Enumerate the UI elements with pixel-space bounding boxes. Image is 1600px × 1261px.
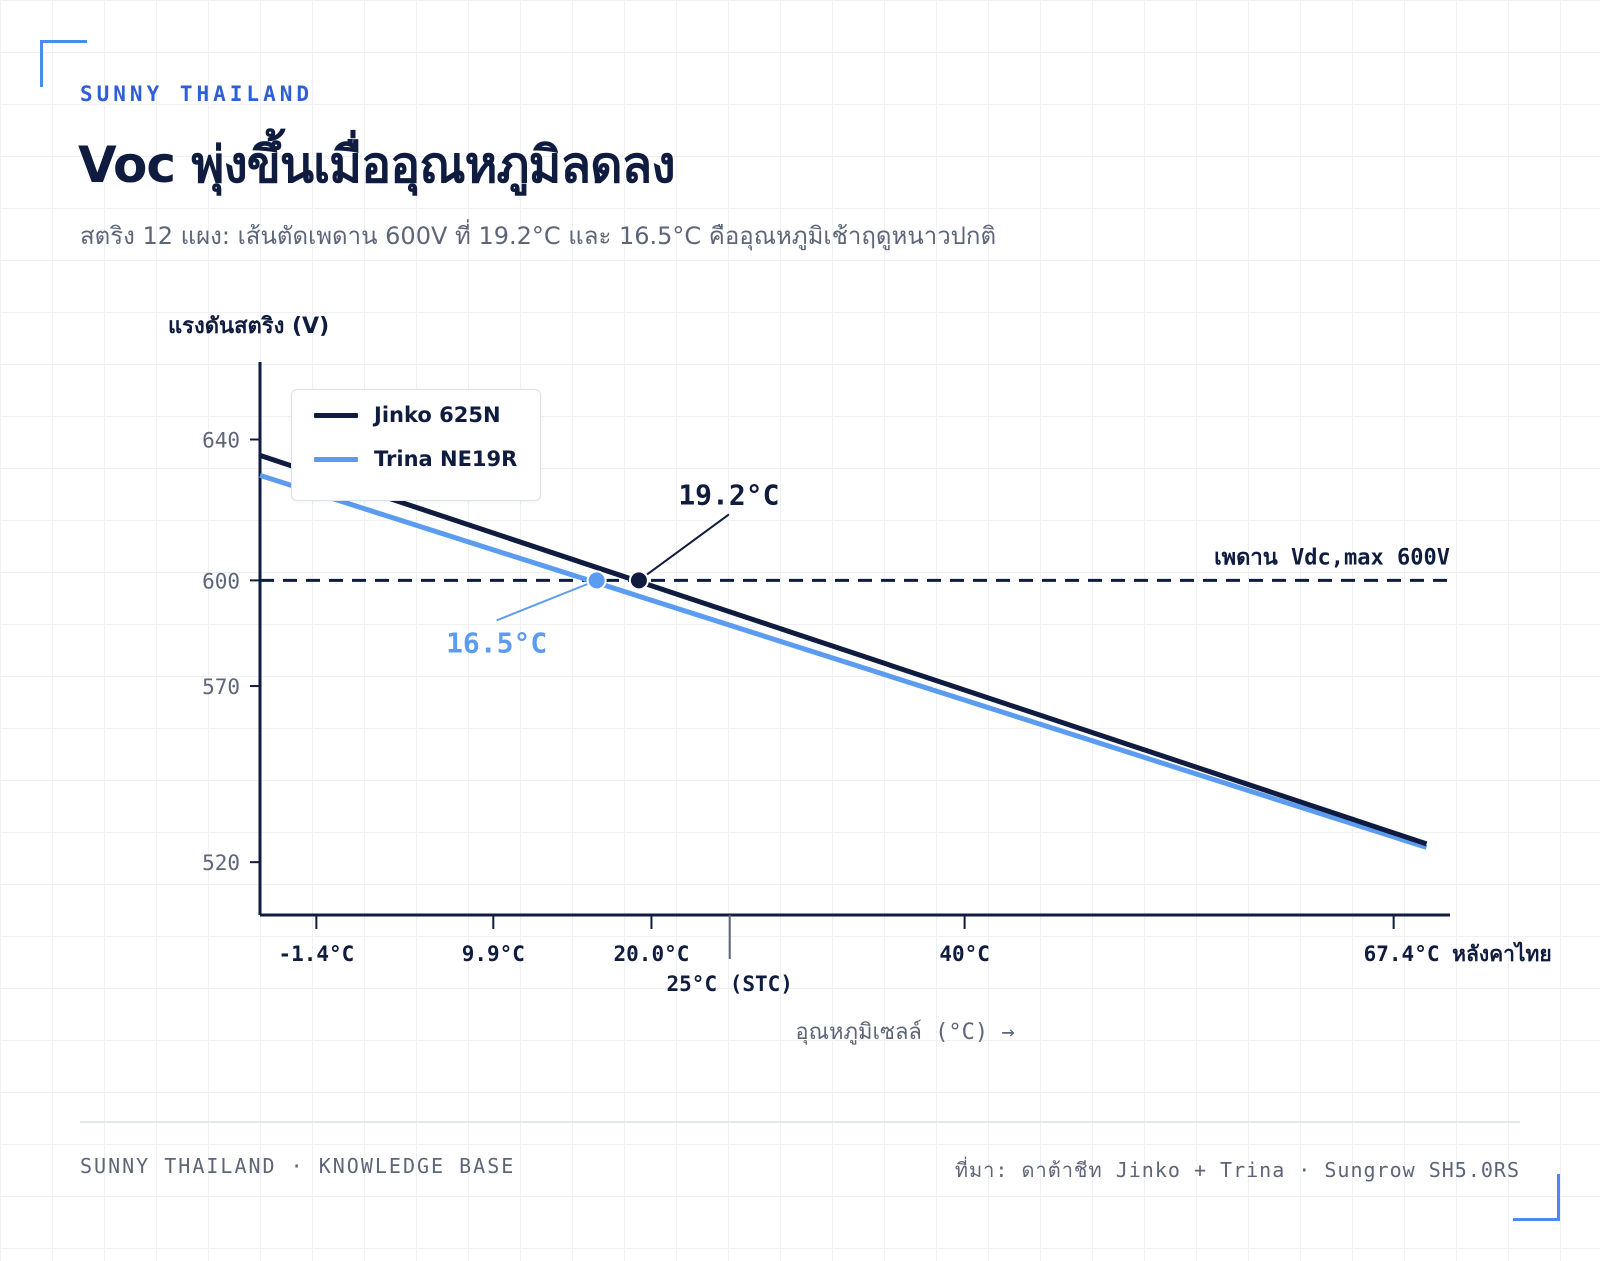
annotation-label-jinko: 19.2°C (678, 478, 779, 511)
vdc-max-reference-label: เพดาน Vdc,max 600V (1214, 545, 1450, 570)
x-axis-label: อุณหภูมิเซลล์ (°C) → (795, 1020, 1014, 1045)
annotation-label-trina: 16.5°C (446, 626, 547, 659)
legend-label-trina: Trina NE19R (374, 447, 518, 471)
footer-brand: SUNNY THAILAND · KNOWLEDGE BASE (80, 1154, 516, 1178)
legend-item-trina: Trina NE19R (314, 444, 517, 474)
x-tick-label: 20.0°C (614, 942, 690, 966)
page-title: Voc พุ่งขึ้นเมื่ออุณหภูมิลดลง (78, 136, 676, 194)
corner-bracket-top-left (40, 40, 87, 87)
stc-tick-label: 25°C (STC) (667, 972, 793, 996)
corner-bracket-bottom-right (1513, 1174, 1560, 1221)
legend-label-jinko: Jinko 625N (374, 403, 501, 427)
x-tick-label: 9.9°C (462, 942, 525, 966)
y-tick-label: 640 (202, 428, 240, 452)
series-line-jinko (259, 452, 1428, 847)
crossing-point-trina (586, 570, 607, 591)
chart-legend: Jinko 625N Trina NE19R (291, 389, 541, 501)
footer-divider (80, 1121, 1520, 1123)
y-axis-label: แรงดันสตริง (V) (168, 314, 330, 339)
legend-swatch-jinko (314, 412, 358, 418)
y-tick-label: 520 (202, 851, 240, 875)
annotation-leader-trina (496, 579, 598, 622)
page-subtitle: สตริง 12 แผง: เส้นตัดเพดาน 600V ที่ 19.2… (80, 222, 997, 250)
y-tick-label: 600 (202, 569, 240, 593)
x-tick-label: 40°C (939, 942, 990, 966)
x-tick-label: 67.4°C หลังคาไทย (1364, 941, 1552, 966)
legend-item-jinko: Jinko 625N (314, 400, 501, 430)
x-tick-label: -1.4°C (278, 942, 354, 966)
legend-swatch-trina (314, 456, 358, 462)
footer-source: ที่มา: ดาต้าชีท Jinko + Trina · Sungrow … (954, 1158, 1520, 1182)
crossing-point-jinko (628, 570, 649, 591)
brand-label: SUNNY THAILAND (80, 82, 314, 106)
y-tick-label: 570 (202, 675, 240, 699)
annotation-leader-jinko (638, 513, 730, 582)
series-line-trina (259, 473, 1428, 850)
